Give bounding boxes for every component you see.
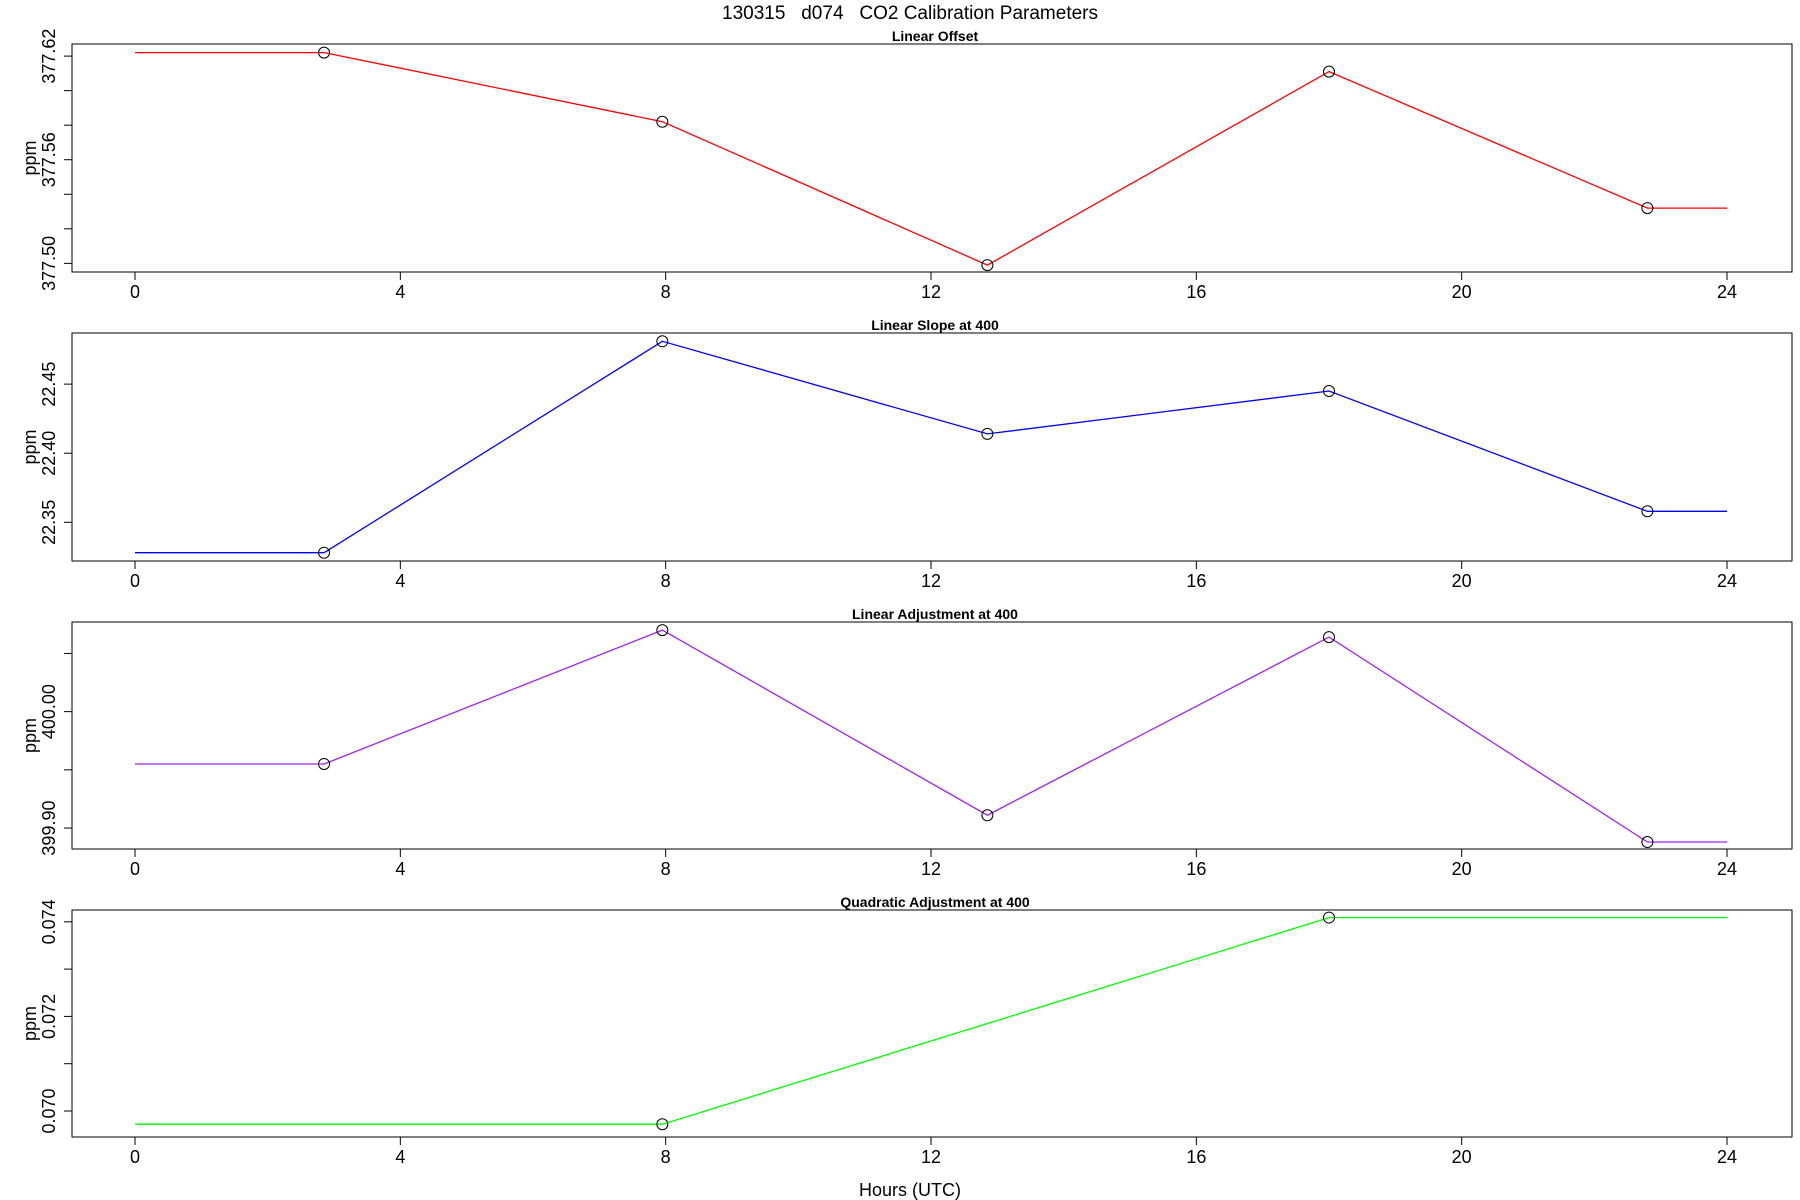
x-tick-label: 16: [1186, 1147, 1206, 1167]
chart-panel: Linear Adjustment at 400 0 4 8 12 16 20 24 399.9…: [20, 606, 1793, 879]
x-tick-label: 20: [1452, 859, 1472, 879]
data-point: [1323, 911, 1335, 924]
x-tick-label: 0: [130, 859, 140, 879]
series-line: [135, 629, 1727, 843]
y-axis-title: ppm: [20, 429, 40, 464]
chart-panel: Linear Slope at 400 0 4 8 12 16 20 24 22.35 22.40…: [20, 317, 1793, 591]
series-line: [135, 340, 1727, 554]
data-point: [1323, 65, 1335, 78]
plot-frame: [71, 621, 1793, 850]
data-point: [318, 546, 331, 559]
data-point: [981, 809, 994, 822]
x-tick-label: 24: [1717, 859, 1737, 879]
data-point: [656, 624, 669, 637]
data-point: [1323, 631, 1335, 644]
y-tick-label: 0.070: [39, 1088, 59, 1133]
x-tick-label: 16: [1186, 282, 1206, 302]
y-tick-label: 377.50: [39, 236, 59, 291]
x-tick-label: 12: [921, 571, 941, 591]
x-tick-label: 8: [661, 571, 671, 591]
x-tick-label: 24: [1717, 571, 1737, 591]
y-tick-label: 399.90: [39, 801, 59, 856]
data-point: [656, 115, 669, 128]
data-point: [656, 1118, 669, 1131]
x-tick-label: 4: [395, 571, 405, 591]
series-line: [135, 51, 1727, 266]
y-tick-label: 0.072: [39, 994, 59, 1039]
chart-panels: Linear Offset 0 4 8 12 16 20 24 377.50 377.56 377.…: [20, 28, 1793, 1167]
x-tick-label: 16: [1186, 859, 1206, 879]
y-tick-label: 22.45: [39, 362, 59, 407]
x-tick-label: 4: [395, 1147, 405, 1167]
data-point: [1323, 385, 1335, 398]
x-tick-label: 4: [395, 282, 405, 302]
x-tick-label: 8: [661, 1147, 671, 1167]
x-tick-label: 8: [661, 282, 671, 302]
data-point: [318, 46, 331, 59]
y-axis-title: ppm: [20, 718, 40, 753]
x-tick-label: 12: [921, 282, 941, 302]
data-point: [1641, 505, 1654, 518]
plot-frame: [71, 332, 1793, 562]
plot-frame: [71, 909, 1793, 1138]
y-axis-title: ppm: [20, 1006, 40, 1041]
panel-title: Linear Adjustment at 400: [852, 606, 1018, 622]
x-tick-label: 12: [921, 1147, 941, 1167]
plot-frame: [71, 43, 1793, 273]
y-tick-label: 377.62: [39, 29, 59, 84]
data-point: [1641, 202, 1654, 215]
x-tick-label: 24: [1717, 1147, 1737, 1167]
y-axis-title: ppm: [20, 140, 40, 175]
x-tick-label: 24: [1717, 282, 1737, 302]
x-tick-label: 12: [921, 859, 941, 879]
series-line: [135, 916, 1727, 1125]
figure-title: 130315 d074 CO2 Calibration Parameters: [722, 3, 1098, 24]
data-point: [656, 335, 669, 348]
y-tick-label: 0.074: [39, 899, 59, 944]
data-point: [981, 427, 994, 440]
x-axis-title: Hours (UTC): [859, 1180, 961, 1200]
x-tick-label: 20: [1452, 1147, 1472, 1167]
x-tick-label: 4: [395, 859, 405, 879]
x-tick-label: 0: [130, 571, 140, 591]
data-point: [981, 259, 994, 272]
y-tick-label: 377.56: [39, 132, 59, 187]
panel-title: Quadratic Adjustment at 400: [840, 894, 1030, 910]
y-tick-label: 22.40: [39, 431, 59, 476]
x-tick-label: 20: [1452, 282, 1472, 302]
y-tick-label: 22.35: [39, 500, 59, 545]
x-tick-label: 8: [661, 859, 671, 879]
y-tick-label: 400.00: [39, 684, 59, 739]
x-tick-label: 0: [130, 282, 140, 302]
x-tick-label: 16: [1186, 571, 1206, 591]
chart-panel: Quadratic Adjustment at 400 0 4 8 12 16 20 24 0.…: [20, 894, 1793, 1167]
data-point: [318, 758, 331, 771]
panel-title: Linear Offset: [892, 28, 979, 44]
panel-title: Linear Slope at 400: [871, 317, 999, 333]
x-tick-label: 0: [130, 1147, 140, 1167]
x-tick-label: 20: [1452, 571, 1472, 591]
data-point: [1641, 836, 1654, 849]
chart-panel: Linear Offset 0 4 8 12 16 20 24 377.50 377.56 377.…: [20, 28, 1793, 302]
